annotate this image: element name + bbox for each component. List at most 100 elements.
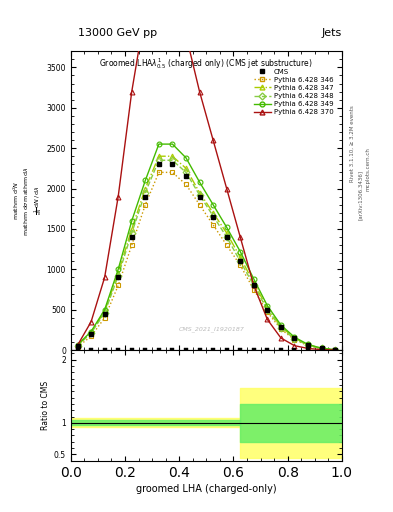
Text: [arXiv:1306.3436]: [arXiv:1306.3436]	[358, 169, 363, 220]
Pythia 6.428 347	[252, 280, 256, 286]
Pythia 6.428 347	[156, 153, 161, 159]
Pythia 6.428 347	[224, 230, 229, 236]
Y-axis label: $\mathrm{mathrm\,d}^2N$
$\mathrm{mathrm\,d}\sigma\,\mathrm{mathrm\,d}\lambda$
$\: $\mathrm{mathrm\,d}^2N$ $\mathrm{mathrm\…	[11, 166, 44, 236]
Pythia 6.428 346	[102, 315, 107, 321]
Pythia 6.428 370	[184, 32, 188, 38]
Pythia 6.428 346	[224, 242, 229, 248]
Pythia 6.428 349	[306, 342, 310, 348]
Pythia 6.428 370	[143, 8, 148, 14]
Pythia 6.428 346	[143, 202, 148, 208]
Pythia 6.428 349	[292, 334, 297, 340]
Pythia 6.428 347	[170, 153, 175, 159]
Pythia 6.428 349	[238, 248, 242, 254]
Line: Pythia 6.428 346: Pythia 6.428 346	[75, 170, 338, 352]
Pythia 6.428 370	[197, 89, 202, 95]
Pythia 6.428 370	[252, 283, 256, 289]
Pythia 6.428 346	[156, 169, 161, 176]
Pythia 6.428 348	[279, 325, 283, 331]
Pythia 6.428 346	[75, 344, 80, 350]
Pythia 6.428 347	[306, 342, 310, 348]
Pythia 6.428 346	[319, 346, 324, 352]
Pythia 6.428 349	[143, 177, 148, 183]
Pythia 6.428 370	[333, 347, 338, 353]
Pythia 6.428 349	[102, 307, 107, 313]
Pythia 6.428 346	[238, 262, 242, 268]
Pythia 6.428 370	[170, 0, 175, 6]
Pythia 6.428 347	[184, 165, 188, 172]
Pythia 6.428 349	[156, 141, 161, 147]
Pythia 6.428 347	[265, 305, 270, 311]
Pythia 6.428 347	[319, 345, 324, 351]
Pythia 6.428 370	[129, 89, 134, 95]
Pythia 6.428 347	[197, 189, 202, 196]
Text: Groomed LHA$\lambda^1_{0.5}$ (charged only) (CMS jet substructure): Groomed LHA$\lambda^1_{0.5}$ (charged on…	[99, 56, 313, 71]
Pythia 6.428 348	[197, 192, 202, 198]
Pythia 6.428 348	[292, 336, 297, 342]
Pythia 6.428 349	[211, 202, 215, 208]
Pythia 6.428 348	[224, 234, 229, 240]
Pythia 6.428 370	[75, 342, 80, 348]
Pythia 6.428 347	[116, 270, 121, 276]
Pythia 6.428 349	[265, 303, 270, 309]
Pythia 6.428 349	[333, 347, 338, 353]
Pythia 6.428 347	[279, 324, 283, 330]
Pythia 6.428 370	[102, 274, 107, 281]
Pythia 6.428 348	[238, 258, 242, 264]
Pythia 6.428 349	[252, 276, 256, 282]
Pythia 6.428 348	[333, 347, 338, 353]
Pythia 6.428 349	[75, 342, 80, 348]
Pythia 6.428 348	[75, 343, 80, 349]
Pythia 6.428 370	[306, 346, 310, 352]
Text: Jets: Jets	[321, 28, 342, 38]
Pythia 6.428 347	[129, 226, 134, 232]
Text: Rivet 3.1.10, ≥ 3.2M events: Rivet 3.1.10, ≥ 3.2M events	[350, 105, 355, 182]
Pythia 6.428 348	[89, 330, 94, 336]
Y-axis label: Ratio to CMS: Ratio to CMS	[40, 381, 50, 430]
Pythia 6.428 349	[197, 179, 202, 185]
Pythia 6.428 346	[292, 336, 297, 343]
Legend: CMS, Pythia 6.428 346, Pythia 6.428 347, Pythia 6.428 348, Pythia 6.428 349, Pyt: CMS, Pythia 6.428 346, Pythia 6.428 347,…	[252, 67, 336, 117]
Pythia 6.428 347	[75, 342, 80, 348]
Pythia 6.428 346	[197, 202, 202, 208]
Pythia 6.428 346	[211, 222, 215, 228]
Pythia 6.428 349	[129, 218, 134, 224]
Pythia 6.428 346	[333, 347, 338, 353]
Pythia 6.428 347	[89, 329, 94, 335]
Pythia 6.428 347	[238, 254, 242, 260]
Pythia 6.428 349	[116, 266, 121, 272]
Pythia 6.428 347	[292, 335, 297, 341]
Pythia 6.428 346	[129, 242, 134, 248]
Pythia 6.428 347	[211, 210, 215, 216]
Pythia 6.428 348	[265, 307, 270, 313]
Pythia 6.428 348	[116, 273, 121, 279]
Pythia 6.428 370	[89, 319, 94, 325]
Pythia 6.428 347	[333, 347, 338, 353]
Pythia 6.428 346	[306, 343, 310, 349]
Pythia 6.428 370	[238, 234, 242, 240]
Pythia 6.428 348	[170, 157, 175, 163]
Pythia 6.428 348	[129, 230, 134, 236]
Pythia 6.428 370	[116, 194, 121, 200]
Line: Pythia 6.428 370: Pythia 6.428 370	[75, 0, 338, 352]
Line: Pythia 6.428 348: Pythia 6.428 348	[75, 158, 338, 352]
Pythia 6.428 370	[211, 137, 215, 143]
Pythia 6.428 348	[184, 169, 188, 176]
Line: Pythia 6.428 347: Pythia 6.428 347	[75, 154, 338, 352]
X-axis label: groomed LHA (charged-only): groomed LHA (charged-only)	[136, 484, 277, 494]
Pythia 6.428 370	[224, 185, 229, 191]
Pythia 6.428 348	[306, 342, 310, 348]
Pythia 6.428 348	[143, 189, 148, 196]
Pythia 6.428 370	[279, 335, 283, 341]
Pythia 6.428 346	[116, 283, 121, 289]
Pythia 6.428 349	[184, 155, 188, 161]
Text: mcplots.cern.ch: mcplots.cern.ch	[365, 147, 371, 191]
Pythia 6.428 348	[252, 283, 256, 289]
Line: Pythia 6.428 349: Pythia 6.428 349	[75, 142, 338, 352]
Text: 13000 GeV pp: 13000 GeV pp	[78, 28, 158, 38]
Pythia 6.428 348	[211, 213, 215, 219]
Pythia 6.428 348	[319, 346, 324, 352]
Text: CMS_2021_I1920187: CMS_2021_I1920187	[179, 327, 245, 332]
Pythia 6.428 347	[143, 185, 148, 191]
Pythia 6.428 349	[224, 224, 229, 230]
Pythia 6.428 349	[170, 141, 175, 147]
